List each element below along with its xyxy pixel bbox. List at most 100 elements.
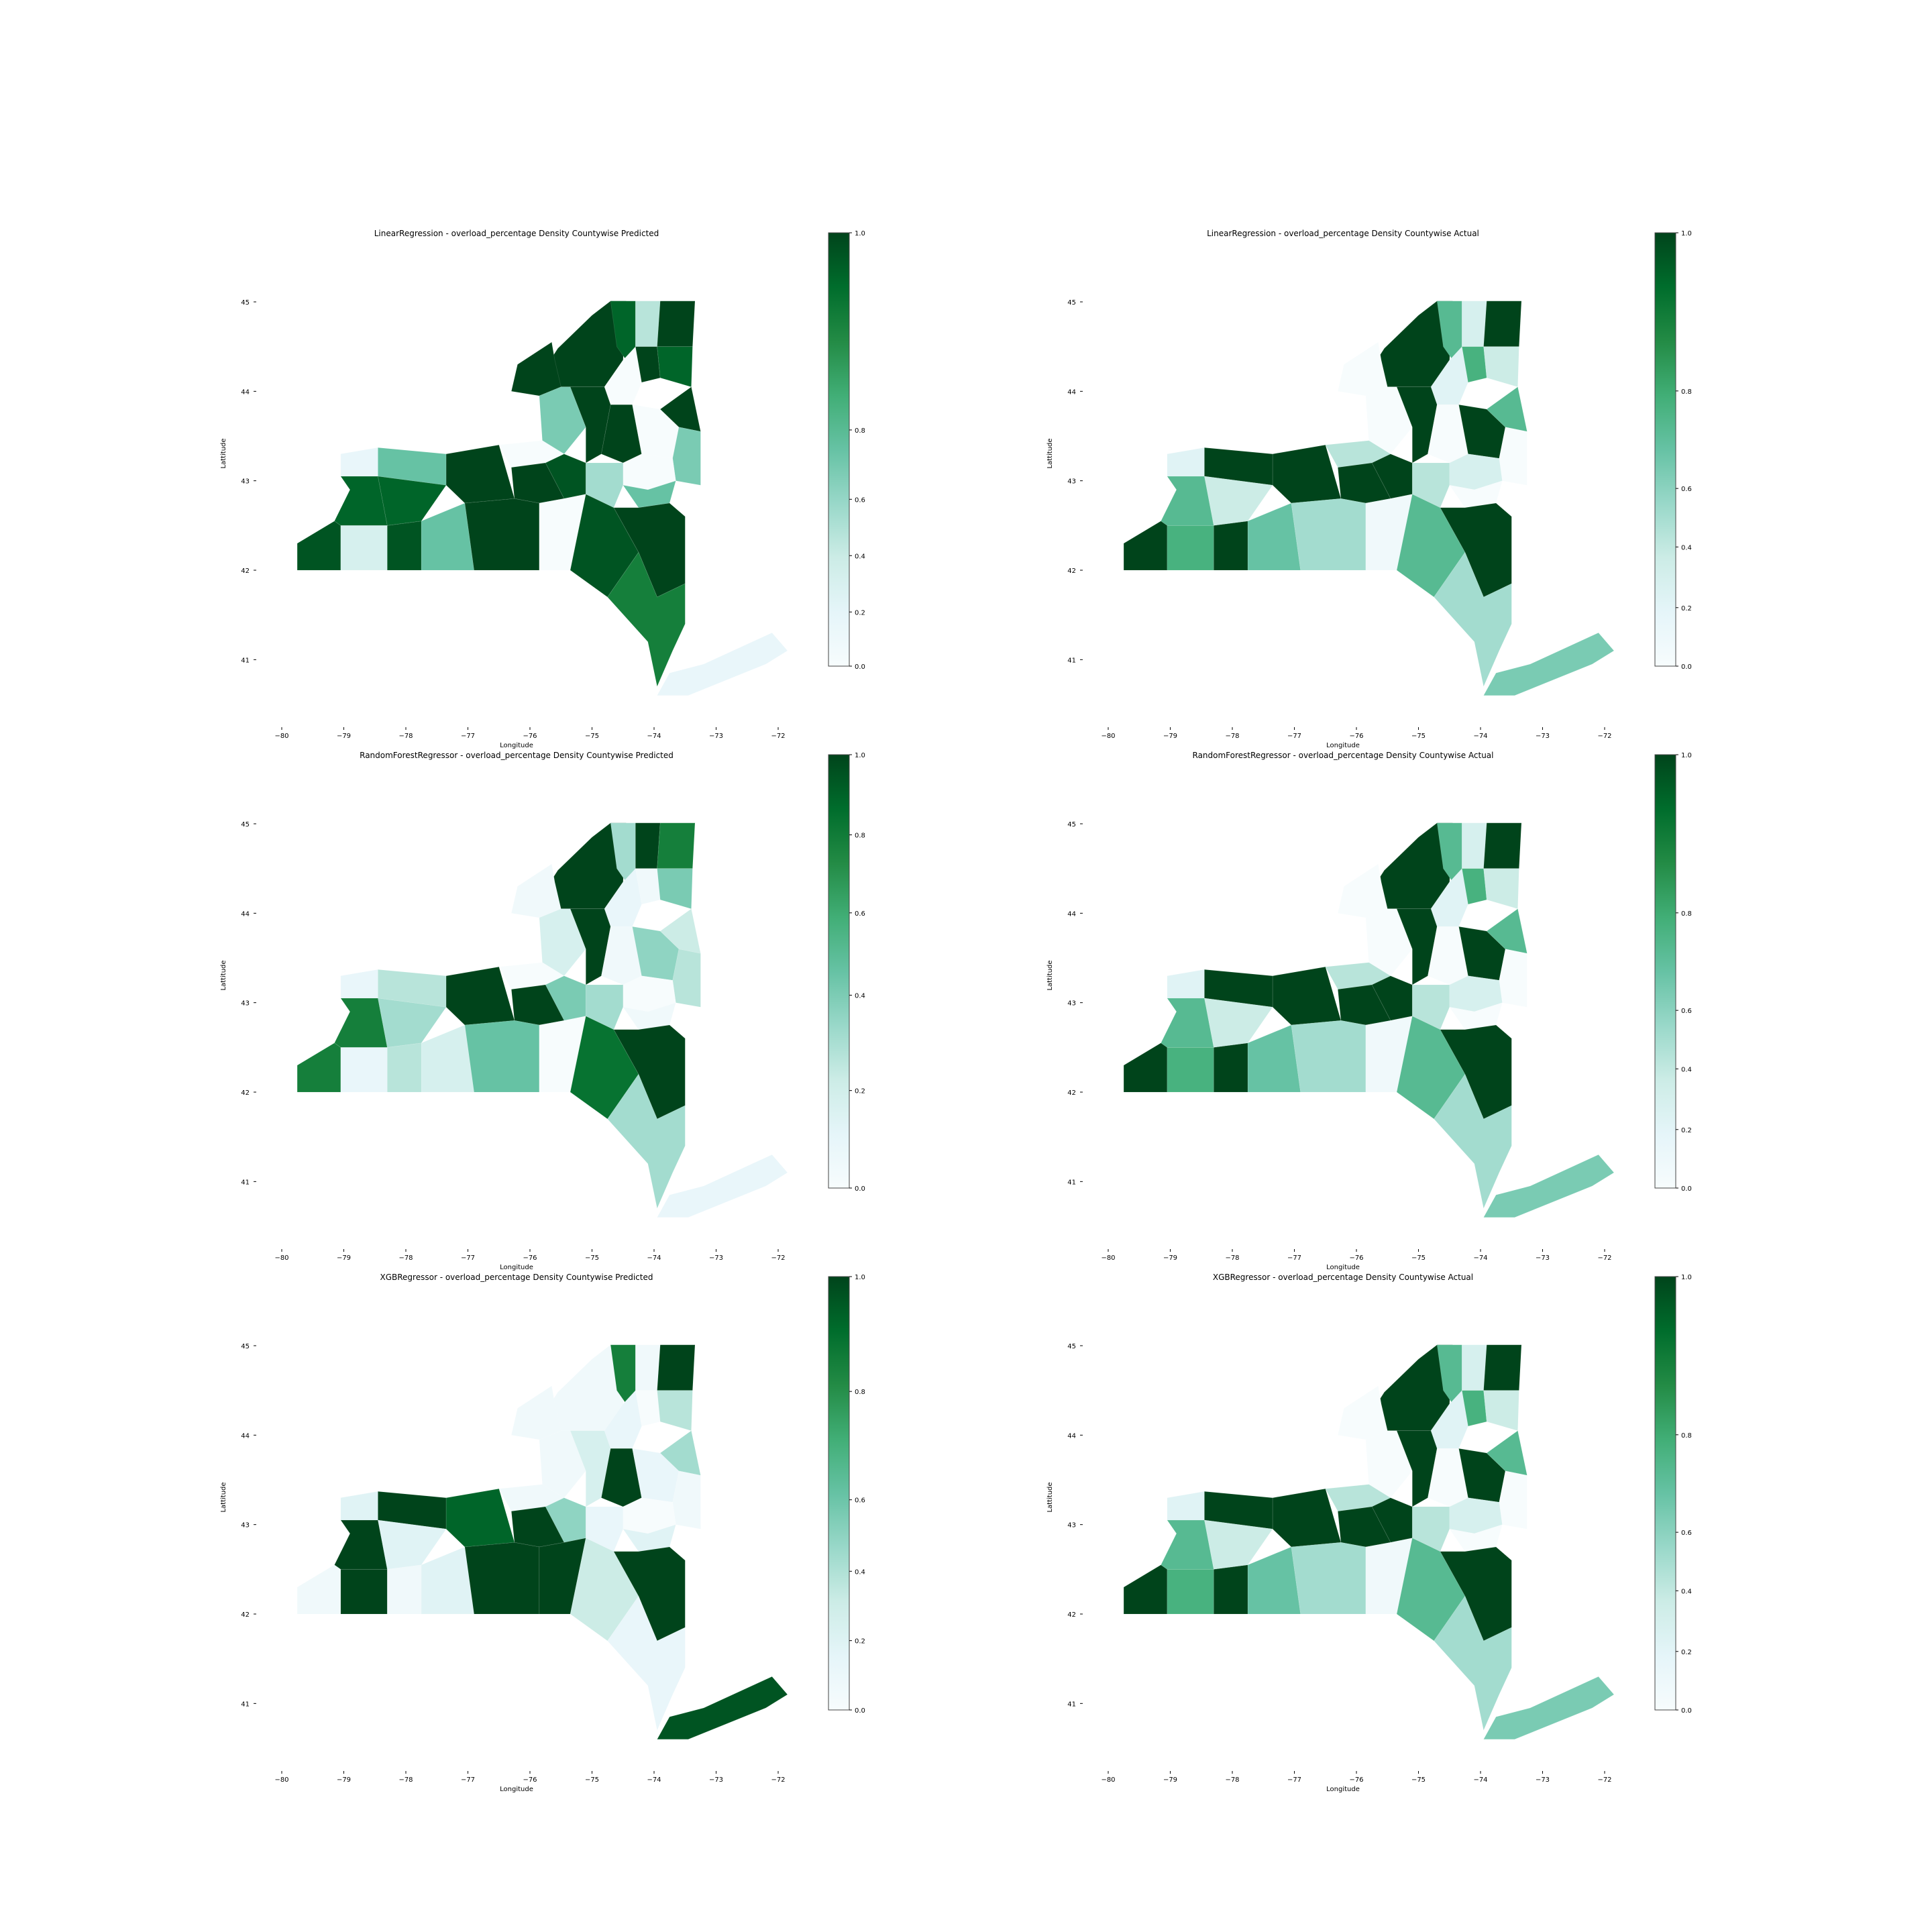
county-region — [297, 521, 341, 571]
county-region — [1213, 1042, 1248, 1093]
x-axis-label: Longitude — [500, 1786, 533, 1793]
colorbar-tick-label: 0.6 — [855, 1497, 865, 1505]
colorbar-tick-label: 0.4 — [855, 993, 865, 1000]
colorbar-tick-label: 0.0 — [855, 1707, 865, 1715]
county-region — [585, 1506, 624, 1552]
y-tick-label: 43 — [241, 1000, 250, 1008]
x-tick-label: −75 — [1411, 1254, 1426, 1262]
county-region — [464, 498, 540, 571]
colorbar — [1655, 1277, 1676, 1710]
colorbar — [828, 755, 849, 1188]
county-region — [1483, 1154, 1615, 1218]
county-region — [1440, 502, 1512, 598]
county-region — [635, 301, 661, 347]
panel-title: RandomForestRegressor - overload_percent… — [1193, 751, 1494, 760]
x-tick-label: −77 — [461, 1776, 475, 1784]
county-map — [297, 822, 788, 1218]
colorbar — [1655, 755, 1676, 1188]
x-tick-label: −78 — [398, 1776, 413, 1784]
x-tick-label: −72 — [1597, 1254, 1611, 1262]
colorbar-tick-label: 0.8 — [1681, 388, 1692, 396]
county-region — [1167, 969, 1205, 999]
y-tick-label: 44 — [1067, 388, 1076, 396]
county-region — [1337, 984, 1391, 1026]
x-axis-label: Longitude — [500, 1264, 533, 1271]
y-axis-label: Lattitude — [220, 960, 227, 990]
y-tick-label: 45 — [1067, 1343, 1076, 1350]
colorbar-tick-label: 1.0 — [1681, 230, 1692, 237]
x-axis-label: Longitude — [1326, 1264, 1360, 1271]
county-region — [1213, 521, 1248, 571]
county-map — [297, 1344, 788, 1740]
county-region — [1213, 1564, 1248, 1615]
x-tick-label: −74 — [647, 1776, 661, 1784]
x-tick-label: −80 — [274, 1254, 288, 1262]
x-tick-label: −74 — [1473, 1254, 1487, 1262]
county-region — [1458, 926, 1506, 981]
y-tick-label: 41 — [241, 1701, 250, 1708]
colorbar-tick-label: 1.0 — [855, 1274, 865, 1281]
county-region — [340, 1046, 388, 1093]
y-tick-label: 41 — [241, 1179, 250, 1186]
x-tick-label: −77 — [1287, 1776, 1301, 1784]
colorbar-tick-label: 0.0 — [855, 1185, 865, 1193]
county-region — [1461, 822, 1487, 869]
county-region — [657, 301, 696, 347]
map-panel: LinearRegression - overload_percentage D… — [220, 229, 865, 749]
x-tick-label: −78 — [398, 733, 413, 740]
colorbar-tick-label: 0.4 — [855, 1568, 865, 1576]
county-region — [340, 447, 378, 477]
x-tick-label: −79 — [1163, 1254, 1177, 1262]
colorbar-tick-label: 0.8 — [855, 833, 865, 840]
county-map — [297, 301, 788, 696]
county-region — [656, 1154, 788, 1218]
county-region — [632, 1448, 680, 1503]
x-tick-label: −74 — [647, 733, 661, 740]
county-region — [340, 969, 378, 999]
colorbar — [828, 233, 849, 666]
county-region — [672, 949, 701, 1008]
county-region — [1167, 1046, 1214, 1093]
county-region — [657, 1390, 693, 1432]
county-region — [1458, 404, 1506, 459]
county-region — [498, 440, 565, 468]
x-tick-label: −78 — [1225, 1776, 1239, 1784]
county-region — [1337, 1385, 1388, 1440]
colorbar-tick-label: 0.2 — [1681, 1127, 1692, 1134]
colorbar-tick-label: 0.0 — [1681, 1707, 1692, 1715]
x-tick-label: −75 — [1411, 733, 1426, 740]
x-tick-label: −78 — [1225, 1254, 1239, 1262]
county-region — [1483, 1390, 1519, 1432]
x-tick-label: −76 — [523, 733, 537, 740]
colorbar-tick-label: 1.0 — [855, 230, 865, 237]
y-tick-label: 41 — [1067, 657, 1076, 664]
x-tick-label: −73 — [1536, 733, 1550, 740]
x-tick-label: −77 — [461, 733, 475, 740]
colorbar-tick-label: 0.2 — [855, 1638, 865, 1646]
x-tick-label: −72 — [771, 733, 785, 740]
county-region — [656, 632, 788, 696]
x-tick-label: −73 — [1536, 1776, 1550, 1784]
colorbar-tick-label: 0.0 — [855, 663, 865, 671]
county-region — [607, 1595, 686, 1731]
county-region — [545, 975, 586, 1021]
county-region — [377, 998, 447, 1048]
county-region — [1167, 447, 1205, 477]
colorbar-frame — [828, 754, 850, 1189]
y-tick-label: 43 — [241, 1522, 250, 1529]
county-region — [1411, 1506, 1450, 1552]
county-region — [657, 346, 693, 388]
map-panel: XGBRegressor - overload_percentage Densi… — [220, 1273, 865, 1793]
colorbar-tick-label: 0.6 — [855, 910, 865, 918]
county-region — [1203, 1519, 1273, 1570]
y-tick-label: 45 — [1067, 821, 1076, 828]
map-panel: RandomForestRegressor - overload_percent… — [220, 751, 865, 1271]
county-region — [511, 863, 561, 918]
county-region — [545, 453, 586, 499]
y-tick-label: 41 — [1067, 1701, 1076, 1708]
y-tick-label: 44 — [241, 388, 250, 396]
county-region — [386, 1564, 422, 1615]
y-axis-label: Lattitude — [220, 1482, 227, 1512]
county-region — [635, 1344, 661, 1391]
county-region — [1483, 1676, 1615, 1740]
